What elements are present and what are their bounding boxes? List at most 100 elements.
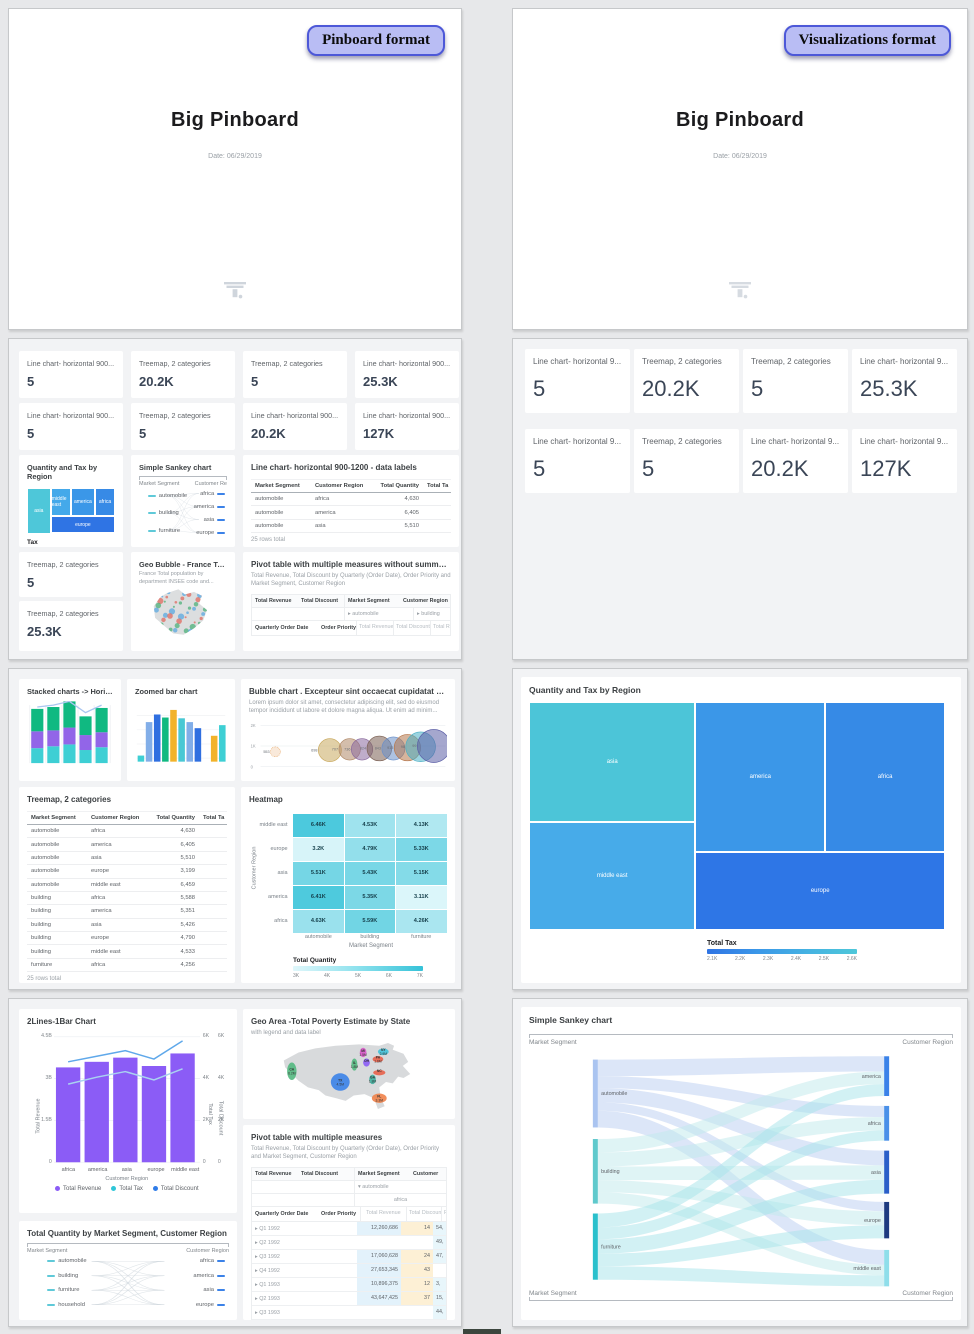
- tile-heatmap: Heatmap middle east 6.46K 4.53K 4.13K europe…: [241, 787, 455, 983]
- y-tick-label: 4.5B: [41, 1033, 52, 1039]
- node-marker: [216, 1274, 225, 1277]
- tile-2lines-1bar: 2Lines-1Bar Chart Total Revenue Total Ta…: [19, 1009, 237, 1213]
- table-header: Market Segment Customer Region Total Quant…: [27, 812, 227, 825]
- svg-text:africa: africa: [868, 1121, 881, 1127]
- table-cell: furniture: [31, 961, 53, 968]
- kpi-tile: Treemap, 2 categories 20.2K: [131, 351, 235, 398]
- table-row: automobile africa 4,630: [27, 825, 227, 839]
- table-cell: [199, 919, 227, 931]
- pivot-cell: [401, 1306, 433, 1319]
- pivot-table: Total Revenue Total Discount Market Segm…: [251, 1167, 447, 1320]
- page-pinboard-cover: Pinboard format Big Pinboard Date: 06/29…: [8, 8, 462, 330]
- scrollbar-handle[interactable]: [463, 1329, 501, 1334]
- y-axis-label-right2: Total Discount: [217, 1100, 224, 1136]
- table-cell: middle east: [91, 881, 121, 888]
- treemap-node-asia: asia: [529, 701, 696, 823]
- treemap-node-america: america: [70, 487, 96, 517]
- x-axis-title: Market Segment: [348, 943, 394, 949]
- column-header: Customer Region: [91, 815, 140, 821]
- svg-text:98: 98: [401, 745, 405, 749]
- svg-text:736: 736: [344, 748, 350, 752]
- kpi-value: 25.3K: [363, 374, 398, 389]
- kpi-tile: Line chart- horizontal 900... 5: [19, 351, 123, 398]
- france-bubble-map: [153, 589, 208, 635]
- svg-text:843: 843: [375, 747, 381, 751]
- y-tick-label: america: [268, 894, 288, 900]
- y-axis-right2: 6K 4K 2K 0: [214, 1033, 229, 1165]
- pivot-row-header: ▸ Q1 1992: [255, 1225, 280, 1232]
- heatmap-cell: 4.53K: [344, 813, 396, 837]
- legend-tick: 5K: [354, 973, 362, 979]
- kpi-value: 25.3K: [860, 376, 918, 401]
- table-cell: building: [31, 895, 51, 902]
- y-axis-title: Customer Region: [251, 846, 258, 890]
- y-axis-label-left: Total Revenue: [35, 1098, 42, 1134]
- pivot-cell: 14: [401, 1222, 433, 1236]
- svg-text:553: 553: [263, 750, 269, 754]
- table-cell: asia: [315, 522, 326, 529]
- thoughtspot-logo-icon: [223, 281, 247, 305]
- legend-tick: 3K: [293, 973, 300, 979]
- pivot-cell: 43,647,425: [357, 1292, 401, 1306]
- tile-pivot-multiple-measures: Pivot table with multiple measures Total…: [243, 1125, 455, 1320]
- svg-text:asia: asia: [871, 1169, 881, 1175]
- pivot-filter[interactable]: ▸ building: [413, 608, 450, 621]
- table-cell: africa: [315, 496, 330, 503]
- table-cell: 6,405: [404, 509, 419, 516]
- pivot-cell: 54,: [433, 1222, 446, 1236]
- y-tick-label: 2K: [217, 1117, 225, 1123]
- legend-ticks: 2.1K 2.2K 2.3K 2.4K 2.5K 2.6K: [707, 955, 857, 962]
- tile-treemap-table: Treemap, 2 categories Market Segment Cust…: [19, 787, 235, 983]
- table-cell: 4,533: [180, 948, 195, 955]
- y-tick-label: 4K: [217, 1075, 225, 1081]
- pivot-filter[interactable]: ▾ automobile: [354, 1181, 446, 1194]
- kpi-value: 127K: [363, 426, 395, 441]
- kpi-value: 5: [27, 426, 35, 441]
- kpi-value: 5: [27, 374, 35, 389]
- pivot-row: ▸ Q3 1993 44,: [252, 1306, 446, 1320]
- sankey-node-label: automobile: [147, 493, 187, 499]
- sankey-node-label: furniture: [47, 1287, 79, 1293]
- page-title: Big Pinboard: [675, 109, 805, 131]
- table-cell: america: [91, 841, 112, 848]
- table-cell: 4,256: [180, 961, 195, 968]
- legend-label: Total Quantity: [293, 957, 337, 964]
- table-row: furniture africa 4,256: [27, 959, 227, 973]
- tile-sankey-bottom: Total Quantity by Market Segment, Custom…: [19, 1221, 237, 1320]
- table-cell: middle east: [91, 948, 121, 955]
- y-tick-label: 0: [202, 1159, 206, 1165]
- x-tick-label: furniture: [411, 933, 432, 940]
- kpi-value: 5: [251, 374, 259, 389]
- kpi-title: Line chart- horizontal 9...: [860, 357, 949, 366]
- heatmap-cell: 5.35K: [344, 885, 396, 909]
- x-tick-label: africa: [61, 1167, 76, 1173]
- table-cell: [199, 852, 227, 864]
- thoughtspot-logo-icon: [728, 281, 752, 305]
- combo-chart: [53, 1033, 200, 1165]
- sankey-bracket: [139, 476, 227, 481]
- legend-swatch: [152, 1186, 158, 1192]
- legend-item[interactable]: Total Revenue: [54, 1186, 101, 1192]
- legend-item[interactable]: Total Discount: [152, 1186, 199, 1192]
- svg-text:913: 913: [387, 746, 393, 750]
- pivot-row-header: ▸ Q2 1993: [255, 1295, 280, 1302]
- heatmap-cell: 5.15K: [396, 861, 447, 885]
- kpi-title: Treemap, 2 categories: [642, 437, 722, 446]
- table-cell: [199, 892, 227, 904]
- heatmap-cell: 4.26K: [396, 909, 447, 933]
- bubble-chart: 2K 1K 0 553 698 707 736 824 843 913 98 99: [249, 717, 451, 775]
- pivot-filter[interactable]: ▸ automobile: [344, 608, 413, 621]
- pivot-cell: 43: [401, 1264, 433, 1278]
- node-marker: [217, 492, 226, 495]
- kpi-tile: Line chart- horizontal 900... 5: [19, 403, 123, 450]
- legend-label: Total Tax: [119, 1185, 143, 1192]
- svg-text:IL: IL: [353, 1061, 356, 1065]
- legend-item[interactable]: Total Tax: [111, 1186, 143, 1192]
- table-cell: 5,426: [180, 921, 195, 928]
- kpi-value: 5: [533, 456, 546, 481]
- x-tick-label: building: [360, 933, 380, 940]
- table: Market Segment Customer Region Total Quant…: [27, 811, 227, 973]
- table-cell: [199, 905, 227, 917]
- svg-text:2K: 2K: [251, 723, 256, 728]
- node-marker: [217, 531, 226, 534]
